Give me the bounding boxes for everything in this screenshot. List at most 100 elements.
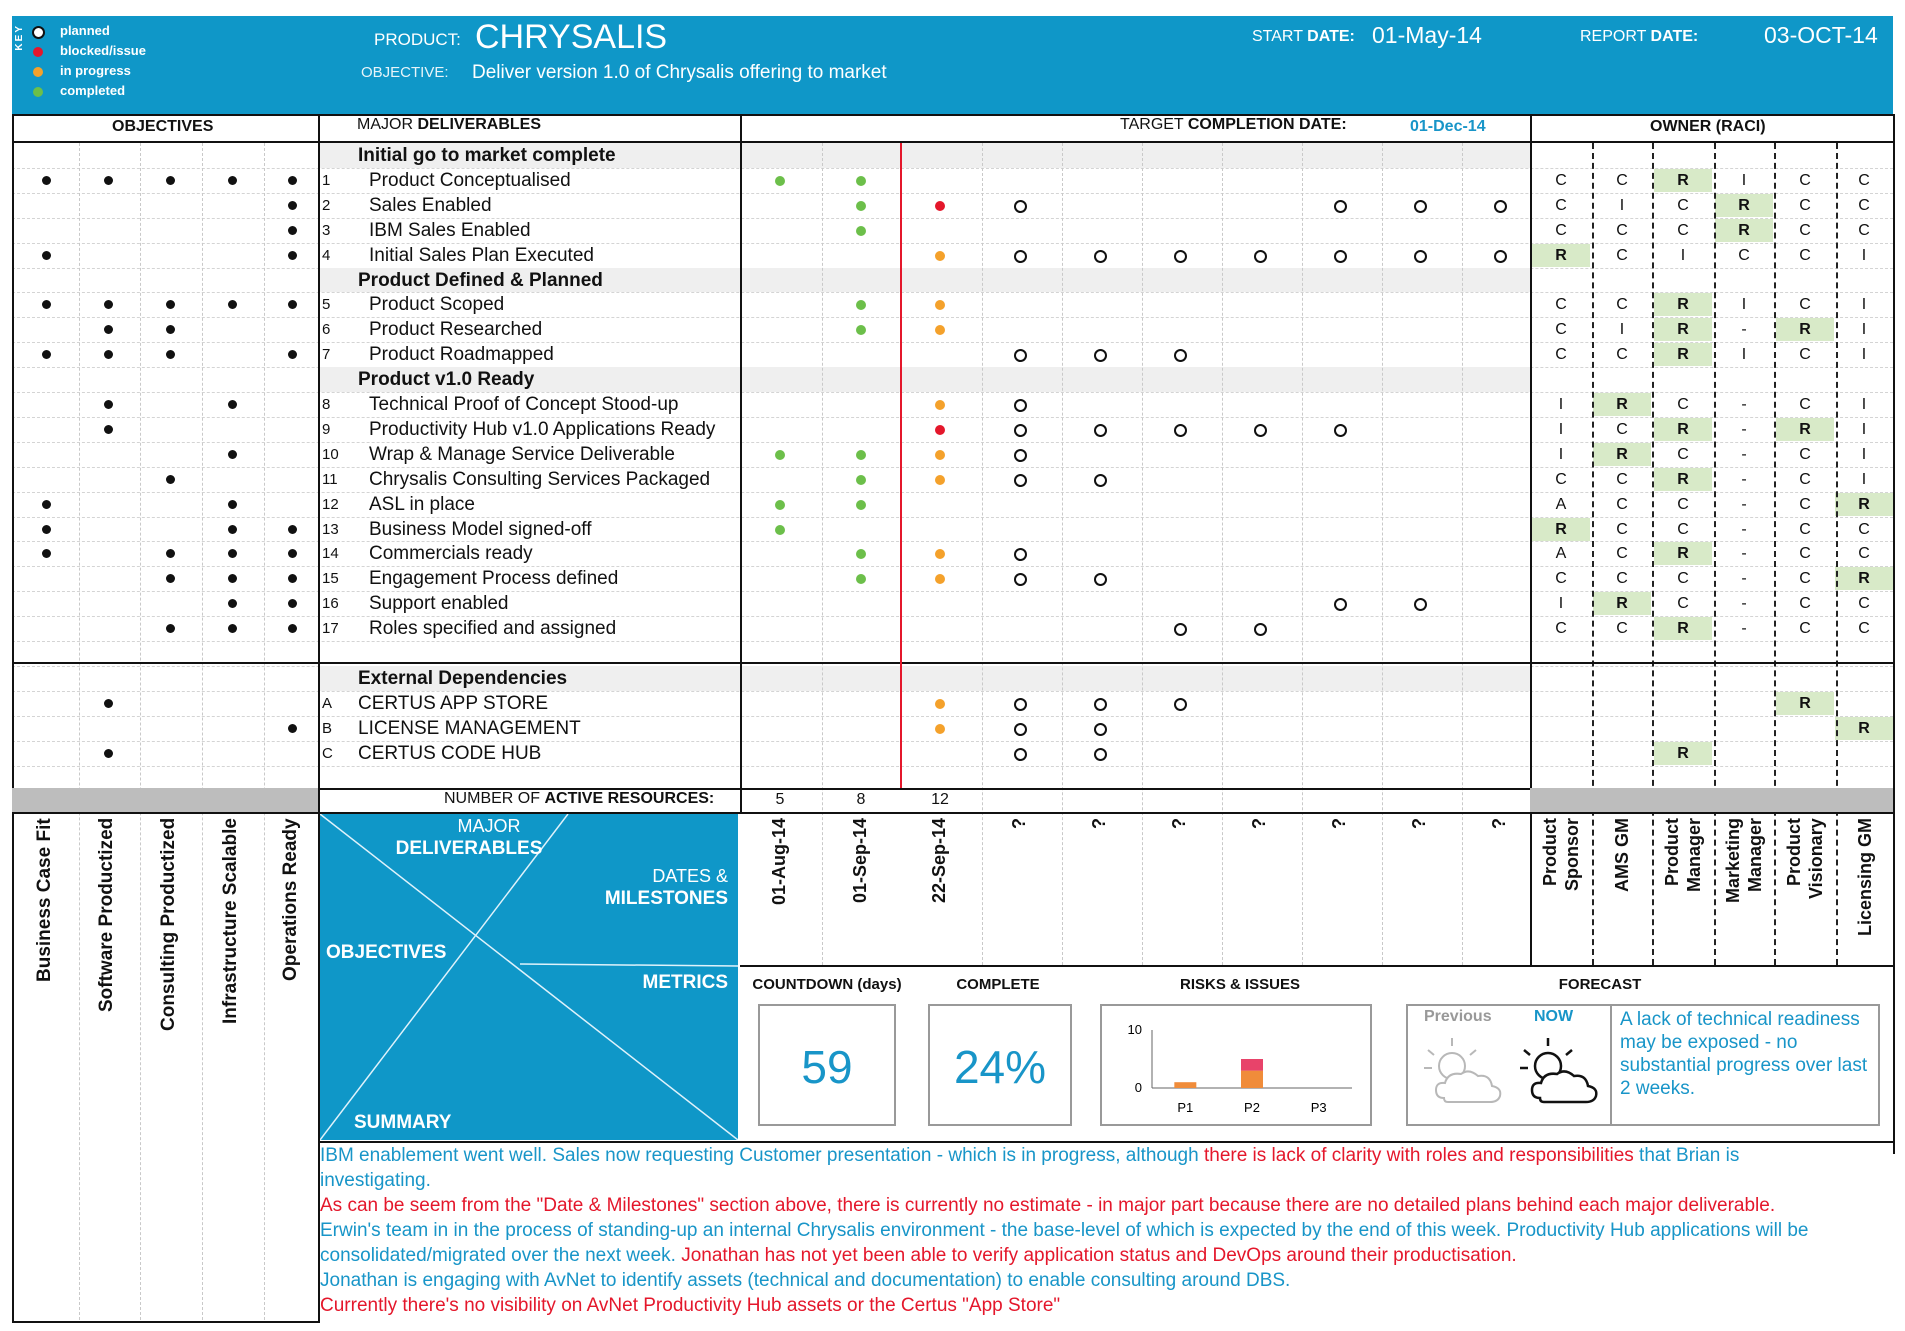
summary-text: there is lack of clarity with roles and …: [1203, 1145, 1634, 1166]
row-number: 15: [322, 570, 339, 588]
raci-cell: I: [1741, 296, 1747, 314]
raci-cell: I: [1861, 296, 1867, 314]
guide-major: MAJOR: [457, 816, 521, 836]
start-date-label-b: DATE:: [1307, 28, 1355, 45]
row-separator: [12, 690, 1893, 692]
objective-dot-icon: [288, 175, 297, 185]
risks-box: [1100, 1004, 1372, 1126]
row-separator: [12, 242, 1893, 244]
guide-dates: DATES &: [652, 866, 728, 886]
row-number: 1: [322, 171, 331, 189]
raci-cell: R: [1532, 517, 1590, 541]
status-dot-icon: [935, 300, 945, 311]
raci-cell: C: [1799, 221, 1811, 239]
raci-cell: C: [1555, 321, 1567, 339]
start-date-label: START: [1252, 28, 1303, 45]
objective-text: Deliver version 1.0 of Chrysalis offerin…: [472, 62, 887, 83]
row-separator: [12, 541, 1893, 543]
planned-ring-icon: [1094, 722, 1107, 736]
objective-dot-icon: [228, 599, 237, 609]
resource-count: 12: [931, 791, 949, 808]
row-number: 10: [322, 445, 339, 463]
layout-guide-panel: MAJOR DELIVERABLES DATES & MILESTONES OB…: [320, 814, 738, 1140]
raci-cell: I: [1861, 321, 1867, 339]
frame-line: [740, 965, 1893, 967]
planned-ring-icon: [1334, 423, 1347, 437]
objective-dot-icon: [288, 524, 297, 534]
risk-bar: [1174, 1082, 1197, 1088]
objective-dot-icon: [288, 599, 297, 609]
planned-ring-icon: [1094, 747, 1107, 761]
raci-cell: R: [1654, 542, 1712, 566]
deliverable-label: LICENSE MANAGEMENT: [358, 717, 581, 739]
objective-dot-icon: [288, 250, 297, 260]
raci-cell: C: [1555, 171, 1567, 189]
raci-cell: C: [1677, 196, 1689, 214]
raci-cell: C: [1677, 445, 1689, 463]
planned-ring-icon: [1094, 473, 1107, 487]
row-separator: [12, 217, 1893, 219]
group-row-shade: [320, 267, 1530, 293]
raci-cell: -: [1741, 595, 1747, 613]
row-number: 4: [322, 246, 331, 264]
objective-column-label: Business Case Fit: [34, 818, 55, 982]
raci-cell: C: [1616, 545, 1628, 563]
raci-cell: C: [1799, 520, 1811, 538]
planned-ring-icon: [1094, 349, 1107, 363]
summary-text: consolidated/migrated over the next week…: [320, 1245, 682, 1266]
raci-cell: A: [1555, 495, 1567, 513]
key-title: KEY: [14, 24, 25, 51]
raci-col-line: [1836, 143, 1838, 965]
raci-cell: C: [1677, 570, 1689, 588]
raci-cell: -: [1741, 495, 1747, 513]
risks-chart: 10 0 P1 P2 P3: [1128, 1022, 1352, 1115]
frame-line: [318, 114, 320, 1321]
objective-col-line: [140, 143, 141, 1320]
objective-dot-icon: [228, 499, 237, 509]
objective-dot-icon: [166, 175, 175, 185]
planned-ring-icon: [1014, 448, 1027, 462]
raci-cell: C: [1799, 545, 1811, 563]
planned-ring-icon: [1014, 548, 1027, 562]
row-number: 5: [322, 296, 331, 314]
status-dot-icon: [935, 698, 945, 709]
raci-role-line: Visionary: [1806, 818, 1826, 899]
countdown-value: 59: [801, 1041, 853, 1093]
milestone-col-line: [1462, 143, 1463, 965]
raci-col-line: [1714, 143, 1716, 965]
raci-cell: C: [1677, 520, 1689, 538]
product-label: PRODUCT:: [374, 30, 461, 49]
status-dot-icon: [775, 499, 785, 510]
planned-ring-icon: [1094, 249, 1107, 263]
row-separator: [12, 491, 1893, 493]
objective-column-label: Infrastructure Scalable: [220, 818, 241, 1024]
raci-cell: R: [1593, 442, 1651, 466]
raci-cell: I: [1741, 171, 1747, 189]
raci-cell: I: [1558, 595, 1564, 613]
objective-dot-icon: [166, 474, 175, 484]
raci-cell: C: [1616, 346, 1628, 364]
row-number: 9: [322, 420, 331, 438]
objective-dot-icon: [228, 524, 237, 534]
planned-ring-icon: [1174, 249, 1187, 263]
raci-cell: C: [1799, 396, 1811, 413]
raci-role-label: Marketing Manager: [1714, 818, 1774, 958]
raci-cell: I: [1861, 445, 1867, 463]
milestone-col-line: [1382, 143, 1383, 965]
summary-line: Currently there's no visibility on AvNet…: [320, 1293, 1880, 1318]
raci-cell: C: [1858, 520, 1870, 538]
planned-ring-icon: [1014, 573, 1027, 587]
status-dot-icon: [856, 300, 866, 311]
summary-line: IBM enablement went well. Sales now requ…: [320, 1143, 1880, 1168]
milestone-col-line: [822, 143, 823, 965]
objective-dot-icon: [288, 350, 297, 360]
planned-ring-icon: [1494, 249, 1507, 263]
milestone-date-label: ?: [1089, 818, 1109, 829]
deliverable-label: IBM Sales Enabled: [369, 219, 531, 241]
raci-role-line: Manager: [1684, 818, 1704, 893]
row-separator: [12, 441, 1893, 443]
raci-cell: R: [1776, 318, 1834, 342]
objective-dot-icon: [42, 499, 51, 509]
legend-ring-icon: [32, 26, 45, 39]
summary-line: As can be seem from the "Date & Mileston…: [320, 1193, 1880, 1218]
